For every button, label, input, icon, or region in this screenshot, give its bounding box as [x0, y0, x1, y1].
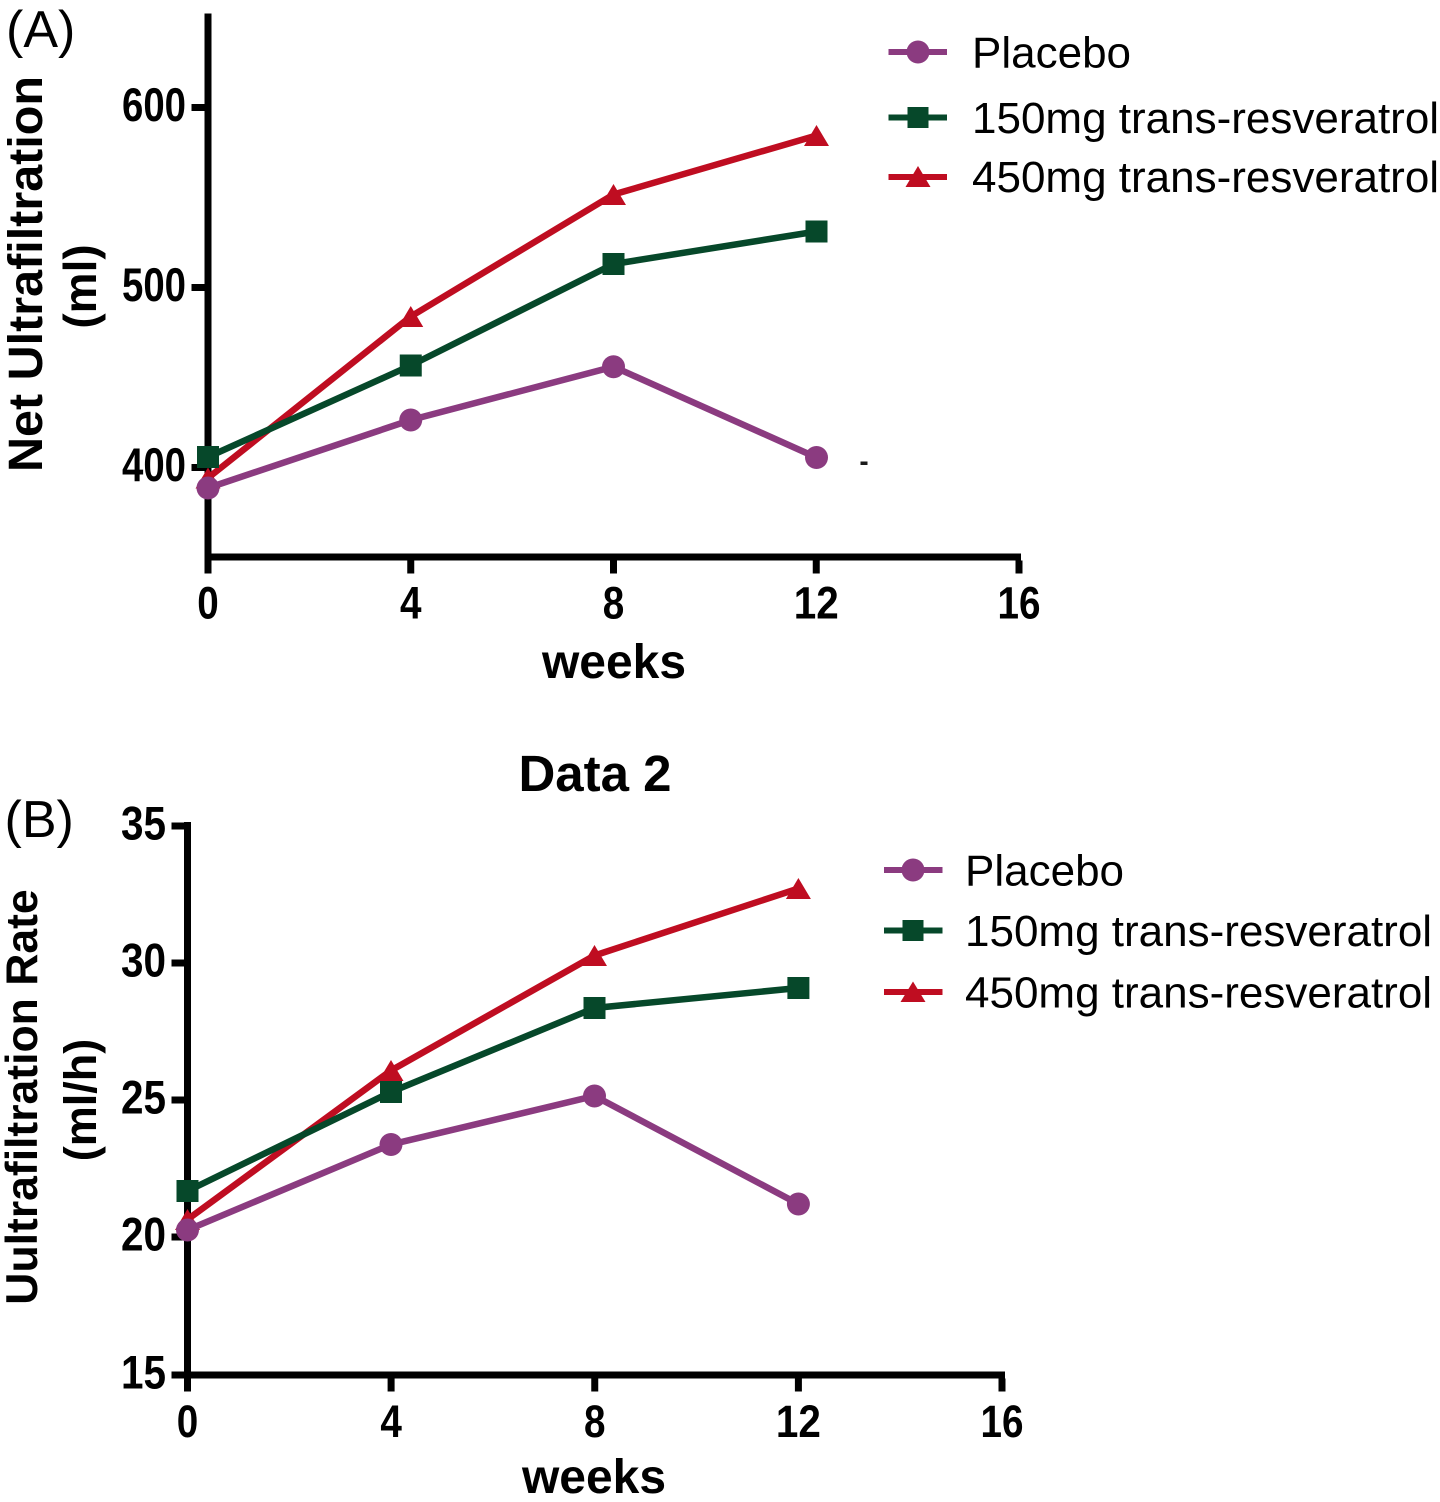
svg-text:(ml/h): (ml/h)	[55, 1039, 106, 1161]
svg-text:15: 15	[121, 1346, 166, 1399]
svg-text:450mg trans-resveratrol: 450mg trans-resveratrol	[972, 153, 1439, 202]
svg-text:600: 600	[122, 78, 186, 131]
svg-text:150mg trans-resveratrol: 150mg trans-resveratrol	[972, 94, 1439, 143]
svg-text:4: 4	[380, 1396, 402, 1447]
svg-text:30: 30	[121, 934, 166, 987]
svg-text:150mg trans-resveratrol: 150mg trans-resveratrol	[965, 907, 1432, 956]
svg-text:20: 20	[121, 1208, 166, 1261]
svg-text:(ml): (ml)	[54, 244, 106, 328]
svg-text:Net Ultrafiltration: Net Ultrafiltration	[0, 76, 53, 472]
svg-text:8: 8	[584, 1396, 606, 1447]
svg-text:weeks: weeks	[541, 636, 686, 689]
svg-text:8: 8	[603, 578, 625, 629]
svg-text:Uultrafiltration Rate: Uultrafiltration Rate	[0, 889, 47, 1304]
svg-text:25: 25	[121, 1071, 166, 1124]
svg-text:(A): (A)	[6, 1, 75, 59]
svg-text:16: 16	[998, 578, 1041, 629]
svg-text:0: 0	[197, 578, 219, 629]
svg-text:400: 400	[122, 438, 186, 491]
svg-text:500: 500	[122, 258, 186, 311]
svg-text:12: 12	[776, 1396, 821, 1447]
svg-text:4: 4	[400, 578, 422, 629]
svg-text:Placebo: Placebo	[972, 29, 1131, 78]
svg-text:35: 35	[121, 797, 166, 850]
svg-text:Placebo: Placebo	[965, 847, 1124, 896]
svg-text:12: 12	[794, 578, 839, 629]
svg-text:0: 0	[177, 1396, 199, 1447]
svg-text:(B): (B)	[5, 791, 74, 849]
svg-text:16: 16	[981, 1396, 1024, 1447]
svg-text:450mg trans-resveratrol: 450mg trans-resveratrol	[965, 969, 1432, 1018]
svg-text:weeks: weeks	[521, 1451, 666, 1502]
svg-text:Data 2: Data 2	[518, 745, 671, 802]
